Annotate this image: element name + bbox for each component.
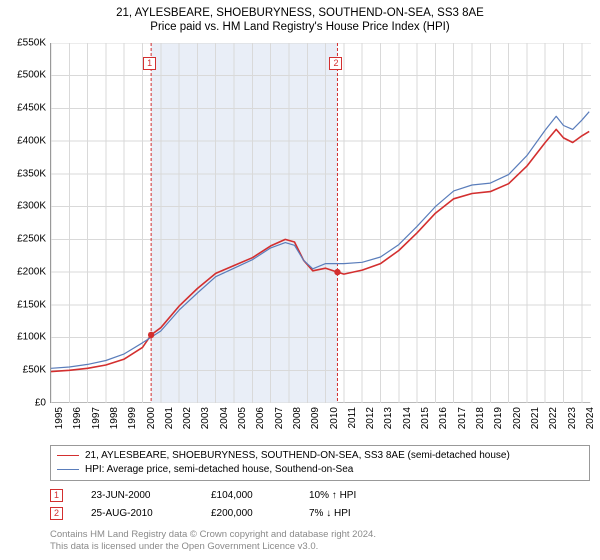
event-date: 23-JUN-2000 [91, 487, 183, 505]
x-tick-label: 2017 [457, 407, 468, 429]
title-main: 21, AYLESBEARE, SHOEBURYNESS, SOUTHEND-O… [8, 6, 592, 20]
x-tick-label: 2018 [475, 407, 486, 429]
event-diff: 10% ↑ HPI [309, 487, 389, 505]
plot [50, 43, 590, 403]
x-tick-label: 2020 [512, 407, 523, 429]
x-tick-label: 2001 [164, 407, 175, 429]
y-tick-label: £50K [8, 365, 46, 376]
title-sub: Price paid vs. HM Land Registry's House … [8, 20, 592, 34]
y-tick-label: £250K [8, 234, 46, 245]
x-tick-label: 2003 [200, 407, 211, 429]
legend-label: HPI: Average price, semi-detached house,… [85, 463, 353, 477]
x-tick-label: 2016 [438, 407, 449, 429]
event-marker-box: 1 [50, 489, 63, 502]
x-tick-label: 1995 [54, 407, 65, 429]
legend-row: 21, AYLESBEARE, SHOEBURYNESS, SOUTHEND-O… [57, 449, 583, 463]
x-tick-label: 2004 [219, 407, 230, 429]
plot-svg [51, 43, 591, 403]
x-tick-label: 2019 [493, 407, 504, 429]
x-tick-label: 2023 [567, 407, 578, 429]
y-tick-label: £350K [8, 168, 46, 179]
y-tick-label: £300K [8, 201, 46, 212]
x-tick-label: 1997 [91, 407, 102, 429]
chart-titles: 21, AYLESBEARE, SHOEBURYNESS, SOUTHEND-O… [8, 6, 592, 35]
y-tick-label: £150K [8, 299, 46, 310]
y-tick-label: £400K [8, 135, 46, 146]
x-tick-label: 2024 [585, 407, 596, 429]
chart-container: 21, AYLESBEARE, SHOEBURYNESS, SOUTHEND-O… [0, 0, 600, 560]
x-tick-label: 2007 [274, 407, 285, 429]
x-tick-label: 2002 [182, 407, 193, 429]
legend: 21, AYLESBEARE, SHOEBURYNESS, SOUTHEND-O… [50, 445, 590, 481]
event-date: 25-AUG-2010 [91, 505, 183, 523]
x-tick-label: 1998 [109, 407, 120, 429]
footnote: Contains HM Land Registry data © Crown c… [50, 529, 592, 553]
x-tick-label: 2014 [402, 407, 413, 429]
legend-label: 21, AYLESBEARE, SHOEBURYNESS, SOUTHEND-O… [85, 449, 510, 463]
x-tick-label: 2010 [329, 407, 340, 429]
legend-row: HPI: Average price, semi-detached house,… [57, 463, 583, 477]
chart-area: £0 £50K £100K £150K £200K £250K £300K £350K £400… [8, 37, 592, 439]
x-tick-label: 2011 [347, 407, 358, 429]
x-tick-label: 2006 [255, 407, 266, 429]
x-tick-label: 2015 [420, 407, 431, 429]
sale-event-row: 1 23-JUN-2000 £104,000 10% ↑ HPI [50, 487, 590, 505]
event-price: £104,000 [211, 487, 281, 505]
x-tick-label: 2005 [237, 407, 248, 429]
x-tick-label: 2000 [146, 407, 157, 429]
sale-events: 1 23-JUN-2000 £104,000 10% ↑ HPI 2 25-AUG-201… [50, 487, 590, 523]
marker-box: 2 [329, 57, 342, 70]
x-tick-label: 2012 [365, 407, 376, 429]
y-tick-label: £0 [8, 397, 46, 408]
y-tick-label: £100K [8, 332, 46, 343]
x-tick-label: 1996 [72, 407, 83, 429]
y-tick-label: £550K [8, 37, 46, 48]
y-tick-label: £200K [8, 266, 46, 277]
x-tick-label: 2013 [383, 407, 394, 429]
footnote-line-1: Contains HM Land Registry data © Crown c… [50, 529, 592, 541]
legend-swatch [57, 455, 79, 456]
event-price: £200,000 [211, 505, 281, 523]
y-tick-label: £500K [8, 70, 46, 81]
marker-box: 1 [143, 57, 156, 70]
event-marker-box: 2 [50, 507, 63, 520]
x-tick-label: 2022 [548, 407, 559, 429]
footnote-line-2: This data is licensed under the Open Gov… [50, 541, 592, 553]
x-tick-label: 2008 [292, 407, 303, 429]
x-tick-label: 2021 [530, 407, 541, 429]
x-tick-label: 2009 [310, 407, 321, 429]
event-diff: 7% ↓ HPI [309, 505, 389, 523]
legend-swatch [57, 469, 79, 470]
sale-event-row: 2 25-AUG-2010 £200,000 7% ↓ HPI [50, 505, 590, 523]
y-tick-label: £450K [8, 103, 46, 114]
x-tick-label: 1999 [127, 407, 138, 429]
